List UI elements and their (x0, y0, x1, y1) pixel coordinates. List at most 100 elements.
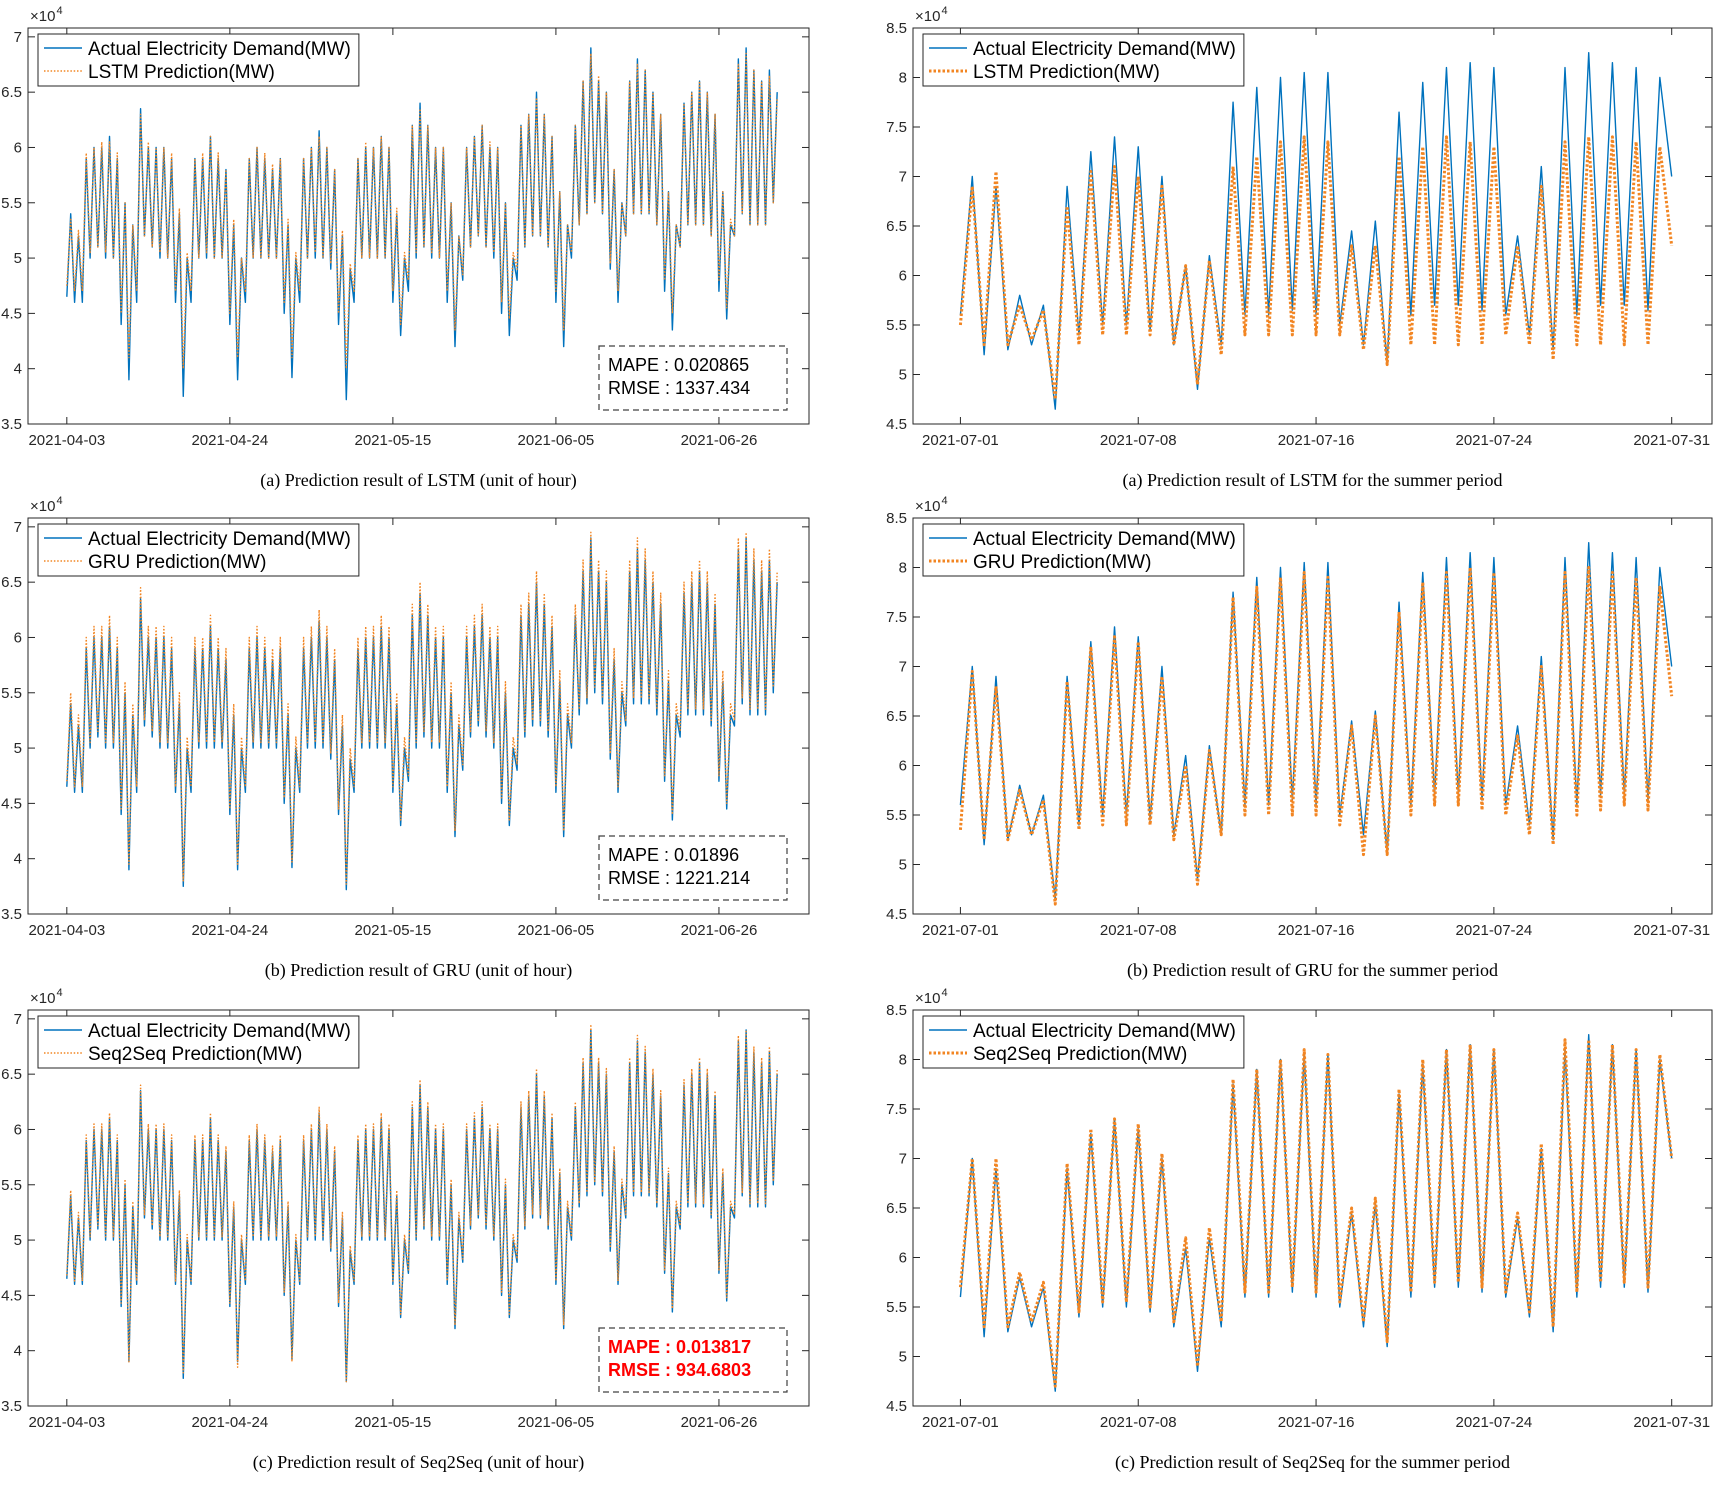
x-tick-label: 2021-07-01 (922, 922, 999, 939)
y-tick-label: 6 (14, 629, 22, 646)
x-tick-label: 2021-07-24 (1456, 1414, 1533, 1431)
y-tick-label: 8 (899, 70, 907, 87)
legend-label: Actual Electricity Demand(MW) (973, 529, 1236, 550)
y-tick-label: 7 (899, 659, 907, 676)
y-tick-label: 5.5 (886, 1299, 907, 1316)
series-line (958, 566, 1674, 906)
y-tick-label: 7.5 (886, 609, 907, 626)
y-tick-label: 3.5 (1, 416, 22, 433)
annotation-box (598, 345, 788, 411)
y-tick-label: 4 (14, 361, 22, 378)
annotation-box (598, 835, 788, 901)
legend-label: Actual Electricity Demand(MW) (88, 39, 351, 60)
legend-box (37, 1015, 360, 1069)
y-tick-label: 6.5 (886, 708, 907, 725)
plot-area (913, 1010, 1712, 1406)
caption: (a) Prediction result of LSTM for the su… (1123, 470, 1503, 491)
x-tick-label: 2021-07-01 (922, 432, 999, 449)
legend-label: Actual Electricity Demand(MW) (973, 1021, 1236, 1042)
y-exponent-base: ×10 (915, 498, 940, 515)
plot-area (913, 28, 1712, 424)
y-tick-label: 8.5 (886, 20, 907, 37)
caption: (b) Prediction result of GRU (unit of ho… (265, 960, 572, 981)
y-tick-label: 7 (14, 29, 22, 46)
caption: (c) Prediction result of Seq2Seq (unit o… (253, 1452, 584, 1473)
legend-box (37, 33, 360, 87)
legend-box (922, 33, 1245, 87)
y-tick-label: 7.5 (886, 119, 907, 136)
y-tick-label: 5.5 (1, 195, 22, 212)
y-tick-label: 4.5 (886, 1398, 907, 1415)
axes-frame (27, 517, 810, 915)
y-exponent-power: 4 (941, 495, 947, 507)
y-exponent-base: ×10 (30, 498, 55, 515)
legend-label: LSTM Prediction(MW) (88, 62, 275, 83)
x-tick-label: 2021-04-03 (28, 1414, 105, 1431)
x-tick-label: 2021-07-16 (1278, 1414, 1355, 1431)
x-tick-label: 2021-07-31 (1633, 922, 1710, 939)
y-tick-label: 5 (14, 250, 22, 267)
legend-label: Seq2Seq Prediction(MW) (973, 1044, 1187, 1065)
x-tick-label: 2021-06-05 (518, 432, 595, 449)
y-exponent-power: 4 (941, 987, 947, 999)
y-tick-label: 5 (899, 1349, 907, 1366)
y-tick-label: 4 (14, 1343, 22, 1360)
series-line (66, 531, 778, 885)
annotation-text: MAPE : 0.01896 (608, 845, 739, 865)
x-tick-label: 2021-07-08 (1100, 1414, 1177, 1431)
x-tick-label: 2021-07-31 (1633, 1414, 1710, 1431)
y-exponent-base: ×10 (30, 990, 55, 1007)
y-tick-label: 4 (14, 851, 22, 868)
legend-label: GRU Prediction(MW) (88, 552, 266, 573)
y-tick-label: 6.5 (1, 574, 22, 591)
y-tick-label: 6.5 (1, 1066, 22, 1083)
y-tick-label: 4.5 (1, 305, 22, 322)
y-tick-label: 6.5 (1, 84, 22, 101)
y-tick-label: 6 (14, 1121, 22, 1138)
caption: (a) Prediction result of LSTM (unit of h… (260, 470, 576, 491)
series-line (958, 1038, 1674, 1388)
y-tick-label: 5.5 (1, 1177, 22, 1194)
y-tick-label: 7 (899, 1151, 907, 1168)
x-tick-label: 2021-07-16 (1278, 432, 1355, 449)
x-tick-label: 2021-05-15 (355, 432, 432, 449)
y-exponent-power: 4 (56, 495, 62, 507)
x-tick-label: 2021-04-03 (28, 922, 105, 939)
y-tick-label: 7 (899, 169, 907, 186)
legend-label: Actual Electricity Demand(MW) (88, 1021, 351, 1042)
y-tick-label: 4.5 (886, 906, 907, 923)
x-tick-label: 2021-04-24 (191, 922, 268, 939)
y-tick-label: 6 (14, 139, 22, 156)
annotation-box (598, 1327, 788, 1393)
x-tick-label: 2021-06-26 (681, 922, 758, 939)
y-tick-label: 4.5 (1, 1287, 22, 1304)
y-tick-label: 3.5 (1, 1398, 22, 1415)
series-line (959, 1034, 1673, 1392)
x-tick-label: 2021-06-05 (518, 922, 595, 939)
y-exponent-base: ×10 (915, 8, 940, 25)
x-tick-label: 2021-06-05 (518, 1414, 595, 1431)
x-tick-label: 2021-04-03 (28, 432, 105, 449)
y-tick-label: 8 (899, 1052, 907, 1069)
legend-label: Actual Electricity Demand(MW) (973, 39, 1236, 60)
y-exponent-power: 4 (56, 5, 62, 17)
y-exponent-base: ×10 (30, 8, 55, 25)
caption: (c) Prediction result of Seq2Seq for the… (1115, 1452, 1510, 1473)
y-tick-label: 6 (899, 758, 907, 775)
legend-label: Actual Electricity Demand(MW) (88, 529, 351, 550)
y-tick-label: 5 (899, 857, 907, 874)
y-tick-label: 5.5 (886, 317, 907, 334)
axes-frame (912, 517, 1713, 915)
x-tick-label: 2021-07-01 (922, 1414, 999, 1431)
x-tick-label: 2021-06-26 (681, 1414, 758, 1431)
axes-frame (27, 1009, 810, 1407)
y-tick-label: 3.5 (1, 906, 22, 923)
x-tick-label: 2021-04-24 (191, 1414, 268, 1431)
x-tick-label: 2021-07-08 (1100, 432, 1177, 449)
annotation-text: RMSE : 1337.434 (608, 378, 750, 398)
y-tick-label: 5 (899, 367, 907, 384)
x-tick-label: 2021-05-15 (355, 1414, 432, 1431)
annotation-text: MAPE : 0.020865 (608, 355, 749, 375)
